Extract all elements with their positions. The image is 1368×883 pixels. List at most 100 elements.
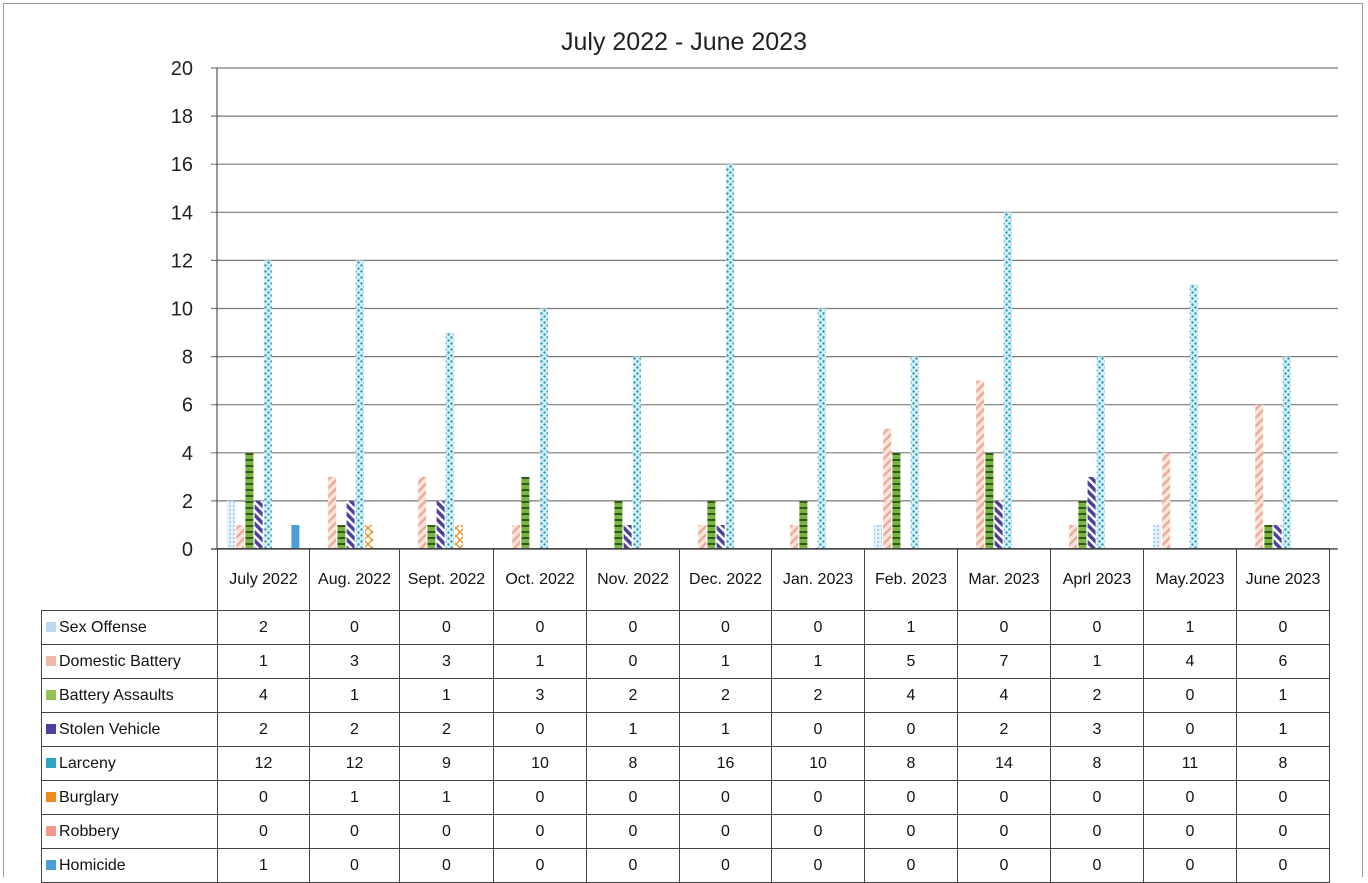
y-tick-label: 8 xyxy=(182,347,193,369)
table-cell: 0 xyxy=(1143,712,1237,747)
bar-battery-assaults xyxy=(985,452,994,549)
series-label: Domestic Battery xyxy=(41,644,218,679)
series-name: Domestic Battery xyxy=(59,652,181,670)
table-cell: 1 xyxy=(1236,712,1330,747)
bar-battery-assaults xyxy=(521,476,530,549)
bar-stolen-vehicle xyxy=(1273,525,1282,549)
table-cell: 11 xyxy=(1143,746,1237,781)
bar-domestic-battery xyxy=(1162,452,1171,549)
bar-larceny xyxy=(1189,284,1198,549)
y-tick-label: 10 xyxy=(171,299,193,321)
series-label: Homicide xyxy=(41,848,218,883)
bar-domestic-battery xyxy=(512,525,521,549)
bar-stolen-vehicle xyxy=(1087,476,1096,549)
bar-battery-assaults xyxy=(892,452,901,549)
table-row: Homicide 1 0 0 0 0 0 0 0 0 0 0 0 xyxy=(41,848,1330,883)
bar-domestic-battery xyxy=(790,525,799,549)
bar-battery-assaults xyxy=(614,500,623,549)
bar-larceny xyxy=(1096,356,1105,549)
legend-swatch-icon xyxy=(46,622,56,633)
column-header: May.2023 xyxy=(1143,548,1237,611)
bar-domestic-battery xyxy=(1069,525,1078,549)
series-name: Battery Assaults xyxy=(59,686,174,704)
table-cell: 1 xyxy=(1143,610,1237,645)
table-row: Domestic Battery 1 3 3 1 0 1 1 5 7 1 4 6 xyxy=(41,644,1330,679)
column-header: June 2023 xyxy=(1236,548,1330,611)
table-cell: 0 xyxy=(399,848,494,883)
table-cell: 1 xyxy=(217,848,310,883)
column-header: Feb. 2023 xyxy=(864,548,958,611)
table-cell: 0 xyxy=(1143,780,1237,815)
table-cell: 10 xyxy=(493,746,587,781)
table-cell: 14 xyxy=(957,746,1051,781)
series-name: Stolen Vehicle xyxy=(59,720,161,738)
bar-sex-offense xyxy=(1153,525,1161,549)
legend-swatch-icon xyxy=(46,792,56,803)
table-cell: 0 xyxy=(586,610,680,645)
table-cell: 3 xyxy=(309,644,400,679)
table-row: Battery Assaults 4 1 1 3 2 2 2 4 4 2 0 1 xyxy=(41,678,1330,713)
table-cell: 0 xyxy=(1236,780,1330,815)
column-header: Mar. 2023 xyxy=(957,548,1051,611)
table-cell: 1 xyxy=(1236,678,1330,713)
bar-domestic-battery xyxy=(976,380,985,549)
table-cell: 12 xyxy=(309,746,400,781)
table-cell: 4 xyxy=(1143,644,1237,679)
table-cell: 1 xyxy=(771,644,865,679)
y-tick-label: 16 xyxy=(171,154,193,176)
bar-domestic-battery xyxy=(698,525,707,549)
table-cell: 0 xyxy=(771,610,865,645)
bar-sex-offense xyxy=(227,500,235,549)
legend-swatch-icon xyxy=(46,690,56,701)
table-cell: 0 xyxy=(864,712,958,747)
table-row: Burglary 0 1 1 0 0 0 0 0 0 0 0 0 xyxy=(41,780,1330,815)
table-cell: 10 xyxy=(771,746,865,781)
y-tick-label: 6 xyxy=(182,395,193,417)
bar-stolen-vehicle xyxy=(623,525,632,549)
series-label: Larceny xyxy=(41,746,218,781)
table-cell: 0 xyxy=(679,780,772,815)
table-cell: 1 xyxy=(864,610,958,645)
bar-stolen-vehicle xyxy=(994,500,1003,549)
table-cell: 1 xyxy=(217,644,310,679)
table-cell: 12 xyxy=(217,746,310,781)
table-cell: 0 xyxy=(309,610,400,645)
table-cell: 7 xyxy=(957,644,1051,679)
table-cell: 4 xyxy=(864,678,958,713)
series-name: Larceny xyxy=(59,754,116,772)
table-cell: 1 xyxy=(1050,644,1144,679)
table-cell: 2 xyxy=(957,712,1051,747)
table-cell: 1 xyxy=(309,780,400,815)
table-cell: 0 xyxy=(864,848,958,883)
bar-larceny xyxy=(539,308,548,549)
bar-battery-assaults xyxy=(245,452,254,549)
table-cell: 5 xyxy=(864,644,958,679)
table-cell: 9 xyxy=(399,746,494,781)
table-cell: 4 xyxy=(957,678,1051,713)
table-cell: 0 xyxy=(1050,780,1144,815)
y-tick-label: 18 xyxy=(171,106,193,128)
table-header-row: July 2022 Aug. 2022 Sept. 2022 Oct. 2022 Nov… xyxy=(41,548,1330,611)
table-cell: 0 xyxy=(586,780,680,815)
legend-swatch-icon xyxy=(46,656,56,667)
bar-larceny xyxy=(263,260,272,549)
table-cell: 0 xyxy=(771,780,865,815)
table-cell: 1 xyxy=(493,644,587,679)
legend-swatch-icon xyxy=(46,860,56,871)
table-cell: 0 xyxy=(1050,814,1144,849)
table-cell: 2 xyxy=(586,678,680,713)
bar-battery-assaults xyxy=(337,525,346,549)
table-cell: 0 xyxy=(864,780,958,815)
table-cell: 0 xyxy=(399,610,494,645)
bar-larceny xyxy=(445,332,454,549)
table-cell: 16 xyxy=(679,746,772,781)
series-label: Sex Offense xyxy=(41,610,218,645)
table-cell: 1 xyxy=(309,678,400,713)
chart-frame xyxy=(3,3,1363,877)
table-cell: 1 xyxy=(399,780,494,815)
bar-stolen-vehicle xyxy=(436,500,445,549)
table-cell: 0 xyxy=(771,712,865,747)
bar-battery-assaults xyxy=(1078,500,1087,549)
table-cell: 1 xyxy=(586,712,680,747)
bar-sex-offense xyxy=(874,525,882,549)
